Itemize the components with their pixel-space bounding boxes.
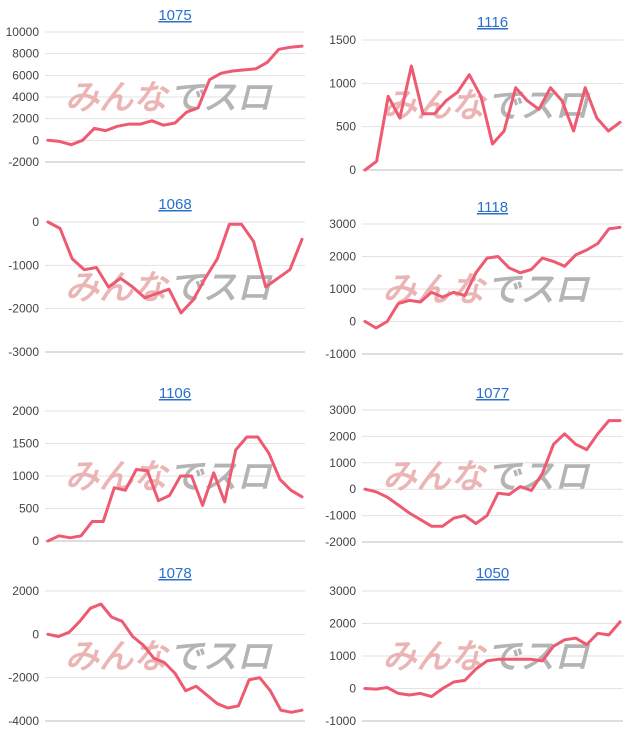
series-line-1078 <box>46 602 304 714</box>
y-tick-label: 2000 <box>12 584 39 598</box>
chart-panel-1075: 1075 10000 8000 6000 4000 2000 0 -2000 みんな でスロ <box>6 7 305 169</box>
y-tick-label: 1000 <box>329 456 356 470</box>
chart-panel-1116: 1116 1500 1000 500 0 みんな でスロ <box>329 14 623 177</box>
watermark-logo-b: でスロ <box>487 638 591 676</box>
chart-title[interactable]: 1075 <box>158 7 191 24</box>
y-tick-label: 500 <box>336 120 356 134</box>
watermark-logo-b: でスロ <box>169 79 273 117</box>
y-tick-label: -4000 <box>8 714 39 728</box>
series-line-1118 <box>363 225 622 330</box>
chart-title[interactable]: 1077 <box>476 385 509 402</box>
watermark-logo-b: でスロ <box>169 638 273 676</box>
y-tick-label: -2000 <box>325 535 356 549</box>
y-tick-label: 3000 <box>329 217 356 231</box>
chart-title[interactable]: 1078 <box>158 565 191 582</box>
y-tick-label: -2000 <box>8 155 39 169</box>
y-tick-label: -3000 <box>8 345 39 359</box>
chart-title[interactable]: 1050 <box>476 565 509 582</box>
y-tick-label: 0 <box>349 682 356 696</box>
y-tick-label: 0 <box>349 163 356 177</box>
y-tick-label: 10000 <box>6 25 40 39</box>
chart-title[interactable]: 1116 <box>477 14 508 31</box>
y-tick-label: 0 <box>32 534 39 548</box>
y-tick-label: 1000 <box>329 76 356 90</box>
watermark-logo-a: みんな <box>65 79 170 117</box>
y-tick-label: 1000 <box>329 282 356 296</box>
y-tick-label: -2000 <box>8 671 39 685</box>
y-tick-label: 0 <box>32 133 39 147</box>
y-tick-label: -1000 <box>325 347 356 361</box>
y-tick-label: 4000 <box>12 90 39 104</box>
y-tick-label: 0 <box>32 627 39 641</box>
series-line-1050 <box>363 620 622 699</box>
watermark-logo-a: みんな <box>383 458 488 496</box>
watermark-logo-a: みんな <box>383 638 488 676</box>
watermark-logo-a: みんな <box>65 269 170 307</box>
y-tick-label: -1000 <box>8 258 39 272</box>
y-tick-label: -2000 <box>8 302 39 316</box>
y-tick-label: 1000 <box>329 649 356 663</box>
y-tick-label: 3000 <box>329 584 356 598</box>
watermark-logo-b: でスロ <box>487 87 591 125</box>
watermark-logo-b: でスロ <box>487 271 591 309</box>
y-tick-label: 3000 <box>329 403 356 417</box>
y-tick-label: 6000 <box>12 68 39 82</box>
y-tick-label: 500 <box>19 502 39 516</box>
y-tick-label: -1000 <box>325 509 356 523</box>
y-tick-label: 1500 <box>12 437 39 451</box>
y-tick-label: 0 <box>349 482 356 496</box>
chart-title[interactable]: 1118 <box>477 199 508 216</box>
y-tick-label: 0 <box>32 215 39 229</box>
y-tick-label: 2000 <box>12 404 39 418</box>
y-tick-label: 2000 <box>329 250 356 264</box>
series-line-1106 <box>46 435 304 543</box>
chart-panel-1050: 1050 3000 2000 1000 0 -1000 みんな でスロ <box>325 565 623 728</box>
y-tick-label: 2000 <box>12 112 39 126</box>
y-tick-label: 0 <box>349 315 356 329</box>
y-tick-label: 2000 <box>329 429 356 443</box>
watermark-logo-a: みんな <box>383 87 488 125</box>
y-tick-label: 8000 <box>12 47 39 61</box>
chart-title[interactable]: 1106 <box>159 385 191 402</box>
y-tick-label: 1500 <box>329 33 356 47</box>
series-line-1068 <box>46 220 304 315</box>
chart-title[interactable]: 1068 <box>158 196 191 213</box>
series-line-1077 <box>363 419 622 528</box>
y-tick-label: -1000 <box>325 714 356 728</box>
chart-panel-1068: 1068 0 -1000 -2000 -3000 みんな でスロ <box>8 196 305 359</box>
y-tick-label: 1000 <box>12 469 39 483</box>
watermark-logo-b: でスロ <box>169 269 273 307</box>
y-tick-label: 2000 <box>329 617 356 631</box>
